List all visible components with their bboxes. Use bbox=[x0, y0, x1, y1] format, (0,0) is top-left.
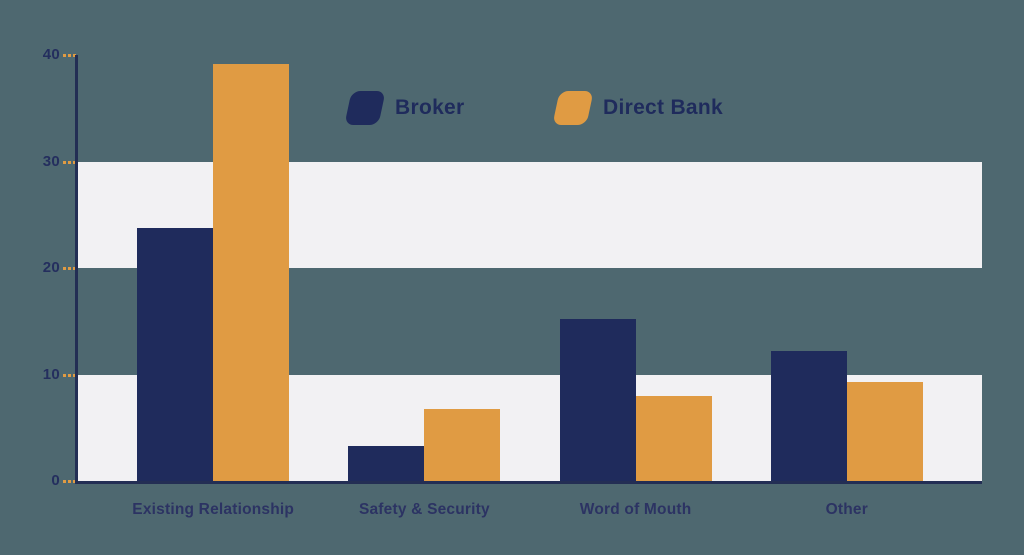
direct-bank-legend-swatch bbox=[552, 91, 594, 125]
category-label: Word of Mouth bbox=[579, 501, 692, 518]
broker-legend-swatch bbox=[344, 91, 386, 125]
y-axis-tick bbox=[63, 267, 76, 270]
bar-direct-bank-2 bbox=[424, 408, 501, 481]
legend-item-broker: Broker bbox=[344, 91, 465, 125]
y-axis-line bbox=[75, 55, 78, 484]
category-label: Other bbox=[825, 501, 868, 518]
y-axis-label: 40 bbox=[42, 46, 60, 64]
y-axis-tick bbox=[63, 480, 76, 483]
y-axis-label: 30 bbox=[42, 152, 60, 170]
bar-direct-bank-3 bbox=[635, 395, 712, 481]
y-axis-tick bbox=[63, 160, 76, 164]
bar-broker-2 bbox=[348, 445, 425, 481]
bar-direct-bank-1 bbox=[213, 63, 290, 481]
x-axis-line bbox=[75, 481, 982, 484]
y-axis-label: 0 bbox=[51, 472, 60, 490]
broker-legend-label: Broker bbox=[395, 96, 465, 119]
bar-broker-3 bbox=[559, 319, 636, 481]
y-axis-tick bbox=[63, 54, 76, 57]
y-axis-tick bbox=[63, 373, 76, 377]
bar-direct-bank-4 bbox=[846, 381, 923, 481]
bar-broker-4 bbox=[770, 351, 847, 481]
y-axis-label: 20 bbox=[42, 259, 60, 277]
legend-item-direct-bank: Direct Bank bbox=[552, 91, 724, 125]
category-label: Safety & Security bbox=[358, 501, 490, 518]
direct-bank-legend-label: Direct Bank bbox=[603, 96, 724, 119]
category-label: Existing Relationship bbox=[132, 501, 295, 518]
y-axis-label: 10 bbox=[42, 365, 60, 383]
bar-broker-1 bbox=[137, 227, 214, 481]
